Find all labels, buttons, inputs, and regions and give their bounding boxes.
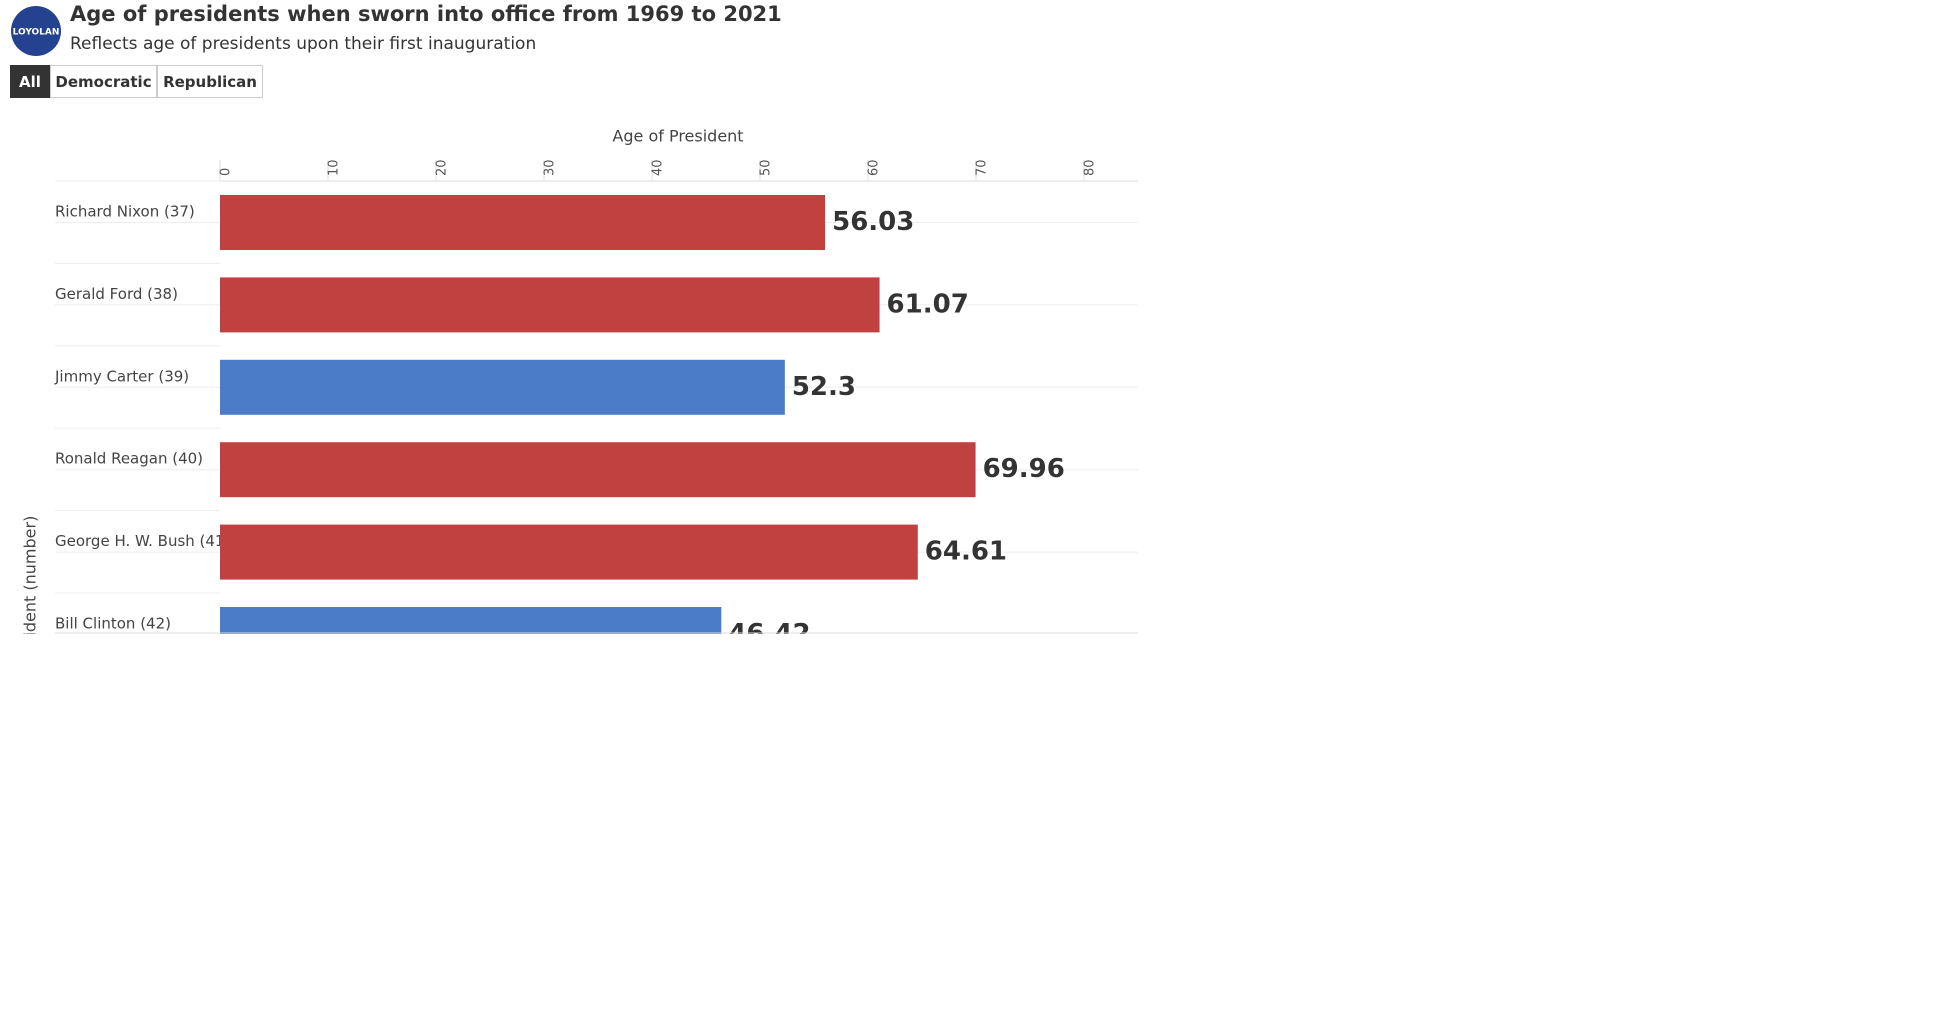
- logo-text: LOYOLAN: [13, 28, 60, 38]
- y-tick-label: Bill Clinton (42): [55, 615, 171, 633]
- value-label: 61.07: [887, 289, 969, 319]
- bar: [220, 607, 722, 634]
- y-tick-label: Gerald Ford (38): [55, 285, 178, 303]
- x-tick-label: 50: [759, 159, 774, 176]
- y-tick-label: Jimmy Carter (39): [54, 367, 189, 385]
- value-label: 56.03: [832, 207, 914, 237]
- filter-button[interactable]: All: [10, 65, 50, 98]
- x-tick-label: 60: [867, 159, 882, 176]
- x-axis-title: Age of President: [612, 127, 743, 146]
- x-tick-label: 80: [1083, 159, 1098, 176]
- x-tick-label: 0: [219, 168, 234, 176]
- x-tick-label: 20: [435, 159, 450, 176]
- x-tick-label: 70: [975, 159, 990, 176]
- chart: Age of President President (number) 0 10 2…: [21, 127, 1138, 634]
- value-label: 52.3: [792, 372, 856, 402]
- x-tick-label: 40: [651, 159, 666, 176]
- y-tick-label: George H. W. Bush (41): [55, 532, 230, 550]
- filter-button[interactable]: Republican: [157, 65, 263, 98]
- x-tick-label: 10: [327, 159, 342, 176]
- bar: [220, 359, 785, 415]
- y-tick-label: Ronald Reagan (40): [55, 450, 203, 468]
- logo: LOYOLAN: [11, 6, 61, 56]
- value-label: 64.61: [925, 537, 1007, 567]
- subtitle: Reflects age of presidents upon their fi…: [70, 34, 537, 54]
- bar: [220, 442, 976, 498]
- value-label: 69.96: [983, 454, 1065, 484]
- bar: [220, 277, 880, 333]
- filter-button[interactable]: Democratic: [50, 65, 157, 98]
- bar: [220, 524, 918, 580]
- title: Age of presidents when sworn into office…: [70, 2, 782, 26]
- bar: [220, 195, 826, 250]
- x-tick-label: 30: [543, 159, 558, 176]
- value-label: 46.42: [728, 619, 810, 634]
- y-tick-label: Richard Nixon (37): [55, 203, 195, 221]
- y-axis-title: President (number): [21, 516, 40, 634]
